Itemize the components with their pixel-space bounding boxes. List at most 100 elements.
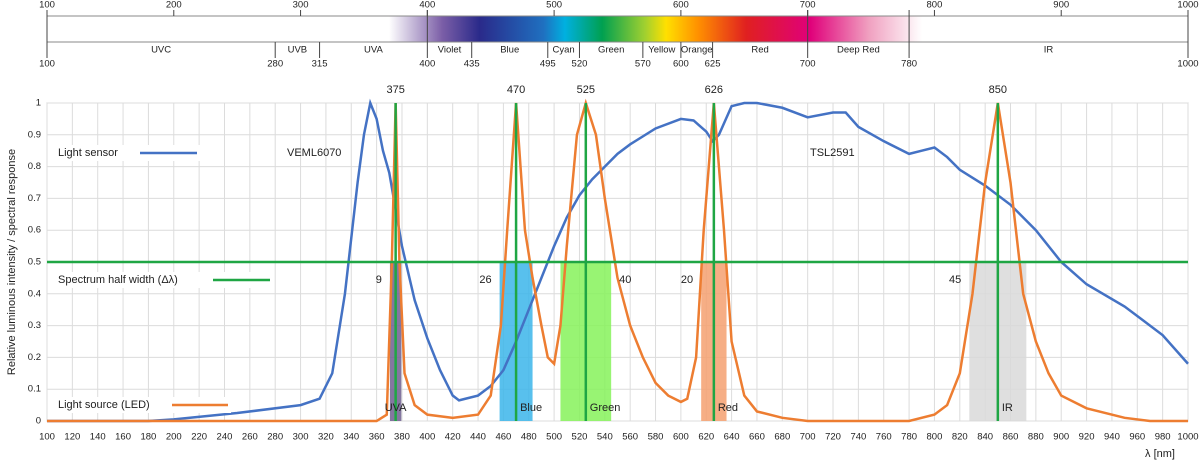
region-label: Green — [598, 45, 624, 56]
x-tick-label: 440 — [470, 432, 486, 443]
x-axis-label: λ [nm] — [1145, 448, 1175, 460]
x-tick-label: 180 — [140, 432, 156, 443]
x-tick-label: 960 — [1129, 432, 1145, 443]
x-tick-label: 600 — [673, 432, 689, 443]
x-tick-label: 860 — [1003, 432, 1019, 443]
x-tick-label: 800 — [927, 432, 943, 443]
peak-label: 850 — [989, 84, 1007, 96]
x-tick-label: 1000 — [1177, 432, 1198, 443]
x-tick-label: 420 — [445, 432, 461, 443]
x-tick-label: 480 — [521, 432, 537, 443]
boundary-label: 400 — [419, 59, 435, 70]
region-label: Red — [751, 45, 768, 56]
annotation: TSL2591 — [810, 147, 855, 159]
boundary-label: 700 — [800, 59, 816, 70]
x-tick-label: 400 — [419, 432, 435, 443]
x-tick-label: 740 — [850, 432, 866, 443]
legend-bg — [55, 397, 231, 413]
spectrum-tick-label: 300 — [293, 0, 309, 11]
region-label: Orange — [681, 45, 713, 56]
spectrum-tick-label: 900 — [1053, 0, 1069, 11]
series-line — [47, 98, 1189, 423]
y-tick-label: 0.6 — [28, 225, 41, 236]
boundary-label: 1000 — [1177, 59, 1198, 70]
region-label: Violet — [438, 45, 462, 56]
legend-label: Light sensor — [58, 147, 118, 159]
x-tick-label: 900 — [1053, 432, 1069, 443]
legend-label: Spectrum half width (Δλ) — [58, 274, 178, 286]
spectrum-tick-label: 100 — [39, 0, 55, 11]
boundary-label: 495 — [540, 59, 556, 70]
spectrum-tick-label: 1000 — [1177, 0, 1198, 11]
half-width-label: 26 — [479, 274, 491, 286]
band-label: IR — [1002, 402, 1013, 414]
y-tick-label: 0.9 — [28, 129, 41, 140]
x-tick-label: 300 — [293, 432, 309, 443]
y-tick-label: 0.8 — [28, 161, 41, 172]
y-tick-label: 0.1 — [28, 384, 41, 395]
spectrum-tick-label: 500 — [546, 0, 562, 11]
y-tick-label: 0.4 — [28, 288, 41, 299]
peak-label: 626 — [705, 84, 723, 96]
x-tick-label: 660 — [749, 432, 765, 443]
boundary-label: 570 — [635, 59, 651, 70]
spectrum-tick-label: 400 — [419, 0, 435, 11]
y-axis-label: Relative luminous intensity / spectral r… — [6, 149, 18, 375]
region-label: UVC — [151, 45, 171, 56]
boundary-label: 315 — [312, 59, 328, 70]
x-tick-label: 240 — [217, 432, 233, 443]
region-label: Yellow — [648, 45, 675, 56]
x-tick-label: 260 — [242, 432, 258, 443]
x-tick-label: 100 — [39, 432, 55, 443]
region-label: Deep Red — [837, 45, 880, 56]
x-tick-label: 720 — [825, 432, 841, 443]
x-tick-label: 920 — [1079, 432, 1095, 443]
x-tick-label: 880 — [1028, 432, 1044, 443]
x-tick-label: 340 — [343, 432, 359, 443]
band-label: UVA — [385, 402, 407, 414]
x-tick-label: 540 — [597, 432, 613, 443]
band-label: Green — [590, 402, 621, 414]
region-label: IR — [1044, 45, 1054, 56]
x-tick-label: 120 — [64, 432, 80, 443]
boundary-label: 280 — [267, 59, 283, 70]
band-label: Red — [718, 402, 738, 414]
spectrum-tick-label: 600 — [673, 0, 689, 11]
x-tick-label: 840 — [977, 432, 993, 443]
y-tick-label: 0.3 — [28, 320, 41, 331]
half-width-label: 20 — [681, 274, 693, 286]
x-tick-label: 980 — [1155, 432, 1171, 443]
x-tick-label: 220 — [191, 432, 207, 443]
half-width-label: 9 — [376, 274, 382, 286]
x-tick-label: 680 — [774, 432, 790, 443]
x-tick-label: 320 — [318, 432, 334, 443]
x-tick-label: 620 — [698, 432, 714, 443]
series-line — [47, 98, 1188, 423]
region-label: UVA — [364, 45, 383, 56]
spectrum-gradient — [389, 16, 922, 42]
boundary-label: 435 — [464, 59, 480, 70]
spectrum-tick-label: 800 — [927, 0, 943, 11]
spectrum-tick-label: 200 — [166, 0, 182, 11]
legend-bg — [55, 272, 273, 288]
half-width-label: 45 — [949, 274, 961, 286]
x-tick-label: 820 — [952, 432, 968, 443]
x-tick-label: 500 — [546, 432, 562, 443]
x-tick-label: 360 — [369, 432, 385, 443]
y-tick-label: 0.7 — [28, 193, 41, 204]
y-tick-label: 0.2 — [28, 352, 41, 363]
peak-label: 470 — [507, 84, 525, 96]
y-tick-label: 0 — [36, 416, 41, 427]
x-tick-label: 560 — [622, 432, 638, 443]
legend-label: Light source (LED) — [58, 399, 150, 411]
x-tick-label: 700 — [800, 432, 816, 443]
region-label: UVB — [288, 45, 308, 56]
y-tick-label: 1 — [36, 98, 41, 109]
x-tick-label: 760 — [876, 432, 892, 443]
legend-bg — [55, 145, 200, 161]
x-tick-label: 640 — [724, 432, 740, 443]
x-tick-label: 160 — [115, 432, 131, 443]
region-label: Blue — [500, 45, 519, 56]
peak-label: 525 — [577, 84, 595, 96]
